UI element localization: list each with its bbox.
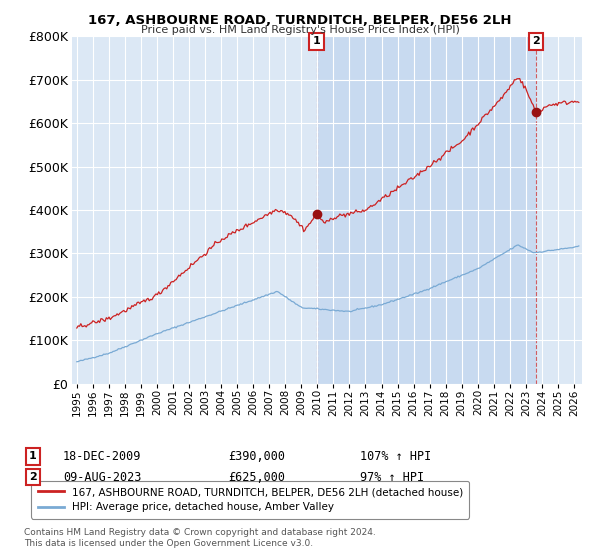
Text: 97% ↑ HPI: 97% ↑ HPI bbox=[360, 470, 424, 484]
Text: 1: 1 bbox=[313, 36, 320, 46]
Text: £625,000: £625,000 bbox=[228, 470, 285, 484]
Text: 18-DEC-2009: 18-DEC-2009 bbox=[63, 450, 142, 463]
Text: 107% ↑ HPI: 107% ↑ HPI bbox=[360, 450, 431, 463]
Text: Price paid vs. HM Land Registry's House Price Index (HPI): Price paid vs. HM Land Registry's House … bbox=[140, 25, 460, 35]
Text: 2: 2 bbox=[29, 472, 37, 482]
Text: Contains HM Land Registry data © Crown copyright and database right 2024.
This d: Contains HM Land Registry data © Crown c… bbox=[24, 528, 376, 548]
Bar bbox=[317, 36, 536, 384]
Text: 1: 1 bbox=[29, 451, 37, 461]
Text: 167, ASHBOURNE ROAD, TURNDITCH, BELPER, DE56 2LH: 167, ASHBOURNE ROAD, TURNDITCH, BELPER, … bbox=[88, 14, 512, 27]
Text: 2: 2 bbox=[532, 36, 540, 46]
Text: £390,000: £390,000 bbox=[228, 450, 285, 463]
Legend: 167, ASHBOURNE ROAD, TURNDITCH, BELPER, DE56 2LH (detached house), HPI: Average : 167, ASHBOURNE ROAD, TURNDITCH, BELPER, … bbox=[31, 481, 469, 519]
Text: 09-AUG-2023: 09-AUG-2023 bbox=[63, 470, 142, 484]
